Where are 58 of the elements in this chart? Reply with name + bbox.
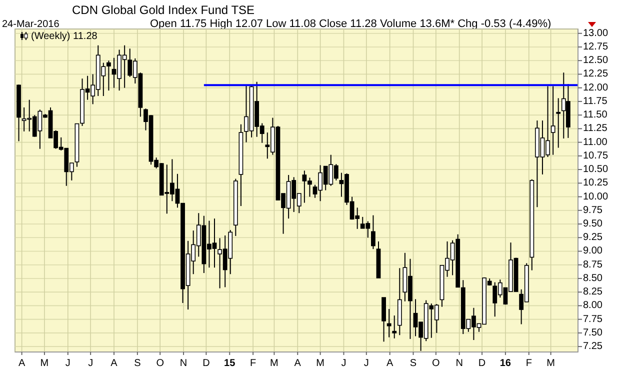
x-tick-label: O	[156, 358, 164, 369]
x-tick-label: S	[134, 358, 142, 369]
y-tick-label: 8.75	[583, 259, 603, 270]
y-tick-label: 8.25	[583, 286, 603, 298]
candlestick	[382, 297, 386, 342]
x-tick-label: J	[341, 358, 346, 369]
y-tick-label: 10.25	[583, 178, 608, 189]
y-tick-label: 8.00	[583, 300, 603, 312]
y-tick-label: 12.25	[583, 68, 608, 80]
y-tick-label: 9.50	[583, 218, 603, 230]
y-tick-label: 12.75	[583, 41, 608, 52]
x-tick-label: F	[250, 358, 256, 369]
x-tick-label: N	[456, 358, 463, 369]
y-tick-label: 13.00	[583, 28, 608, 39]
x-tick-label: A	[18, 358, 26, 369]
x-tick-label: J	[364, 358, 369, 369]
candlestick	[392, 315, 397, 339]
y-tick-label: 10.50	[583, 164, 608, 176]
candlestick	[386, 308, 392, 338]
x-tick-label: A	[386, 358, 394, 369]
y-tick-label: 12.00	[583, 82, 608, 94]
x-tick-label: A	[294, 358, 302, 369]
y-tick-label: 9.75	[583, 204, 603, 216]
x-tick-label: O	[432, 358, 440, 369]
y-tick-label: 12.50	[583, 55, 608, 66]
x-tick-label: D	[202, 358, 210, 369]
x-tick-label: M	[270, 358, 278, 369]
legend-label: (Weekly) 11.28	[31, 31, 98, 42]
chart-title: CDN Global Gold Index Fund TSE	[72, 3, 255, 17]
annotation: Open 11.75 High 12.07 Low 11.08 Close 11.28 Volume 13.6M* Chg -0.53 (-4.49%)	[150, 18, 552, 30]
x-tick-label: M	[316, 358, 324, 369]
x-tick-label: D	[478, 358, 486, 369]
y-tick-label: 11.00	[583, 136, 608, 148]
y-tick-label: 10.00	[583, 191, 608, 202]
y-tick-label: 11.75	[583, 96, 608, 107]
x-tick-label: J	[65, 358, 70, 369]
y-tick-label: 11.50	[583, 110, 608, 121]
y-tick-label: 11.25	[583, 123, 608, 134]
x-tick-label: S	[410, 358, 417, 369]
x-tick-label: M	[546, 358, 555, 369]
annotation: 24-Mar-2016	[2, 19, 60, 30]
y-tick-label: 8.50	[583, 272, 603, 284]
candlestick	[371, 214, 376, 250]
y-tick-label: 7.50	[583, 327, 603, 338]
y-tick-label: 9.00	[583, 246, 603, 257]
y-tick-label: 7.75	[583, 314, 603, 325]
x-tick-label: N	[180, 358, 188, 369]
x-tick-label: 16	[500, 358, 512, 369]
y-tick-label: 7.25	[583, 341, 603, 352]
x-tick-label: M	[40, 358, 49, 369]
x-tick-label: J	[88, 358, 94, 369]
x-tick-label: A	[110, 358, 118, 369]
candlestick	[550, 86, 556, 156]
x-tick-label: F	[526, 358, 532, 369]
y-tick-label: 10.75	[583, 150, 608, 162]
candlestick	[556, 98, 561, 148]
x-tick-label: 15	[224, 358, 236, 369]
y-tick-label: 9.25	[583, 232, 603, 244]
